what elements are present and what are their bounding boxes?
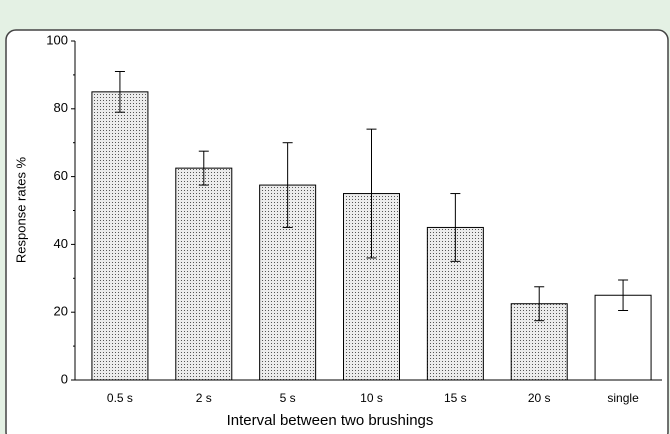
- y-tick-label: 60: [54, 168, 68, 183]
- y-tick-label: 20: [54, 304, 68, 319]
- x-tick-label: 5 s: [280, 391, 296, 405]
- x-tick-label: single: [607, 391, 639, 405]
- y-tick-label: 100: [46, 32, 68, 47]
- panel: [5, 29, 669, 434]
- bar: [175, 167, 233, 381]
- bar: [91, 91, 149, 381]
- x-axis-label: Interval between two brushings: [227, 412, 434, 429]
- x-tick-label: 0.5 s: [107, 391, 133, 405]
- y-axis-label: Response rates %: [13, 156, 28, 263]
- y-tick-label: 80: [54, 100, 68, 115]
- x-tick-label: 20 s: [528, 391, 551, 405]
- x-tick-label: 2 s: [196, 391, 212, 405]
- y-tick-label: 0: [61, 371, 68, 386]
- y-tick-label: 40: [54, 236, 68, 251]
- x-tick-label: 10 s: [360, 391, 383, 405]
- x-tick-label: 15 s: [444, 391, 467, 405]
